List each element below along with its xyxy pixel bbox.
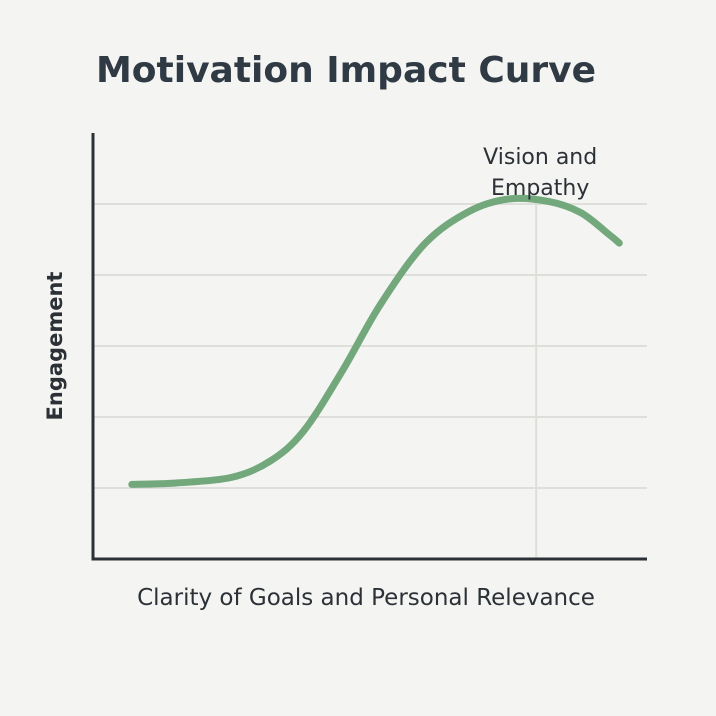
axes-layer xyxy=(91,133,647,561)
peak-annotation-line-1: Empathy xyxy=(491,176,589,201)
chart-title: Motivation Impact Curve xyxy=(96,50,596,91)
series-layer xyxy=(128,194,623,488)
x-axis-label: Clarity of Goals and Personal Relevance xyxy=(137,585,595,611)
grid-layer xyxy=(93,199,647,559)
annotation-layer: Vision and Empathy xyxy=(483,145,597,201)
series-line-0 xyxy=(128,194,623,488)
peak-annotation-line-0: Vision and xyxy=(483,145,597,170)
y-axis-label: Engagement xyxy=(43,272,67,421)
peak-annotation: Vision and Empathy xyxy=(483,145,597,201)
